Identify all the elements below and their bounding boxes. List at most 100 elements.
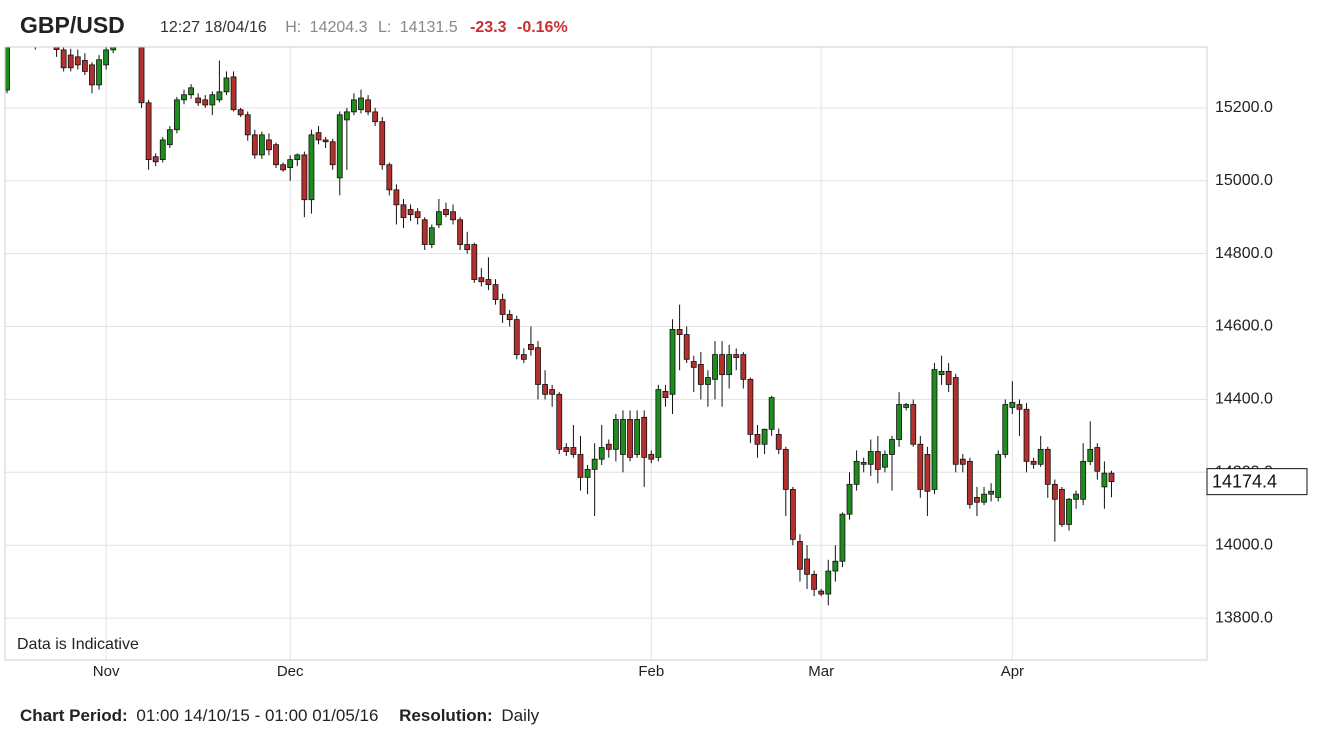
- candle-body: [775, 434, 782, 450]
- candle-body: [1023, 408, 1030, 462]
- candle-body: [322, 139, 329, 143]
- candle-body: [492, 284, 499, 300]
- candle-body: [591, 458, 598, 470]
- candle-body: [1108, 472, 1115, 483]
- candle-body: [860, 462, 867, 465]
- candle-body: [924, 454, 931, 492]
- x-tick-label: Apr: [1001, 663, 1024, 680]
- candle-body: [400, 204, 407, 218]
- candle-body: [506, 314, 513, 321]
- candle-body: [138, 47, 145, 104]
- candle-body: [421, 219, 428, 245]
- candle-body: [145, 102, 152, 161]
- candle-body: [67, 54, 74, 69]
- candle-body: [910, 404, 917, 445]
- price-box: [1206, 468, 1308, 496]
- timestamp: 12:27 18/04/16: [160, 19, 267, 36]
- candle-body: [903, 404, 910, 408]
- candle-body: [478, 277, 485, 283]
- candle-body: [705, 377, 711, 385]
- candle-body: [874, 451, 881, 470]
- candle-body: [804, 558, 810, 575]
- candle-body: [655, 389, 662, 458]
- candle-body: [1080, 460, 1087, 500]
- candle-body: [336, 114, 343, 179]
- candle-body: [244, 114, 251, 136]
- candle-body: [1059, 489, 1065, 525]
- y-tick-label: 15000.0: [1215, 172, 1273, 189]
- candle-body: [825, 570, 832, 595]
- candle-body: [995, 454, 1002, 498]
- candle-body: [251, 134, 258, 156]
- grid: [5, 47, 1207, 660]
- candle-body: [535, 347, 541, 385]
- note: Data is Indicative: [17, 636, 139, 653]
- candle-body: [89, 64, 95, 86]
- candle-body: [53, 47, 60, 50]
- candle-body: [662, 391, 669, 398]
- candle-body: [712, 354, 718, 380]
- candle-body: [457, 219, 464, 245]
- candle-body: [549, 389, 556, 395]
- candle-body: [393, 189, 400, 206]
- candle-body: [294, 154, 301, 161]
- candle-body: [443, 209, 449, 216]
- candle-body: [683, 334, 690, 360]
- candle-body: [605, 443, 612, 450]
- candle-body: [132, 31, 137, 42]
- candle-body: [747, 378, 754, 435]
- candle-body: [867, 451, 874, 465]
- candle-body: [1073, 493, 1079, 500]
- candle-body: [513, 319, 520, 355]
- resolution-label: Resolution:: [399, 706, 493, 725]
- candle-body: [414, 211, 421, 218]
- candle-body: [563, 447, 570, 452]
- candle-body: [450, 211, 456, 221]
- x-tick-label: Mar: [808, 663, 834, 680]
- candle-body: [365, 99, 371, 113]
- candle-body: [959, 458, 966, 465]
- candle-body: [372, 111, 379, 123]
- candle-body: [966, 460, 973, 505]
- change-pct: -0.16%: [517, 19, 568, 36]
- candle-body: [853, 460, 860, 485]
- candle-body: [733, 354, 740, 358]
- x-tick-label: Nov: [93, 663, 120, 680]
- candle-body: [556, 393, 563, 450]
- candle-body: [74, 56, 81, 66]
- candle-body: [896, 404, 902, 440]
- candle-body: [782, 448, 789, 490]
- candle-body: [273, 144, 279, 166]
- candle-body: [676, 329, 683, 335]
- candle-body: [230, 76, 237, 111]
- candle-body: [159, 139, 166, 161]
- candle-body: [152, 156, 159, 163]
- x-tick-label: Dec: [277, 663, 304, 680]
- candle-body: [952, 377, 959, 465]
- y-tick-label: 14400.0: [1215, 391, 1273, 408]
- candle-body: [818, 590, 825, 595]
- y-tick-label: 14800.0: [1215, 245, 1273, 262]
- candle-body: [209, 94, 216, 106]
- candle-body: [166, 129, 173, 146]
- candle-body: [797, 541, 803, 570]
- y-tick-label: 13800.0: [1215, 609, 1273, 626]
- candle-body: [1009, 401, 1016, 408]
- candle-body: [1094, 447, 1101, 472]
- candle-body: [485, 279, 492, 286]
- candle-body: [110, 47, 117, 51]
- candle-body: [464, 244, 471, 251]
- candle-body: [669, 329, 676, 395]
- candle-body: [1037, 448, 1044, 465]
- candle-body: [1051, 483, 1058, 500]
- candle-body: [846, 483, 853, 515]
- candle-body: [12, 28, 17, 35]
- candle-body: [308, 134, 315, 201]
- plot-frame: [4, 46, 1208, 661]
- change: -23.3: [470, 19, 507, 36]
- candle-body: [181, 94, 187, 101]
- candle-body: [428, 227, 435, 245]
- y-tick-label: 14600.0: [1215, 318, 1273, 335]
